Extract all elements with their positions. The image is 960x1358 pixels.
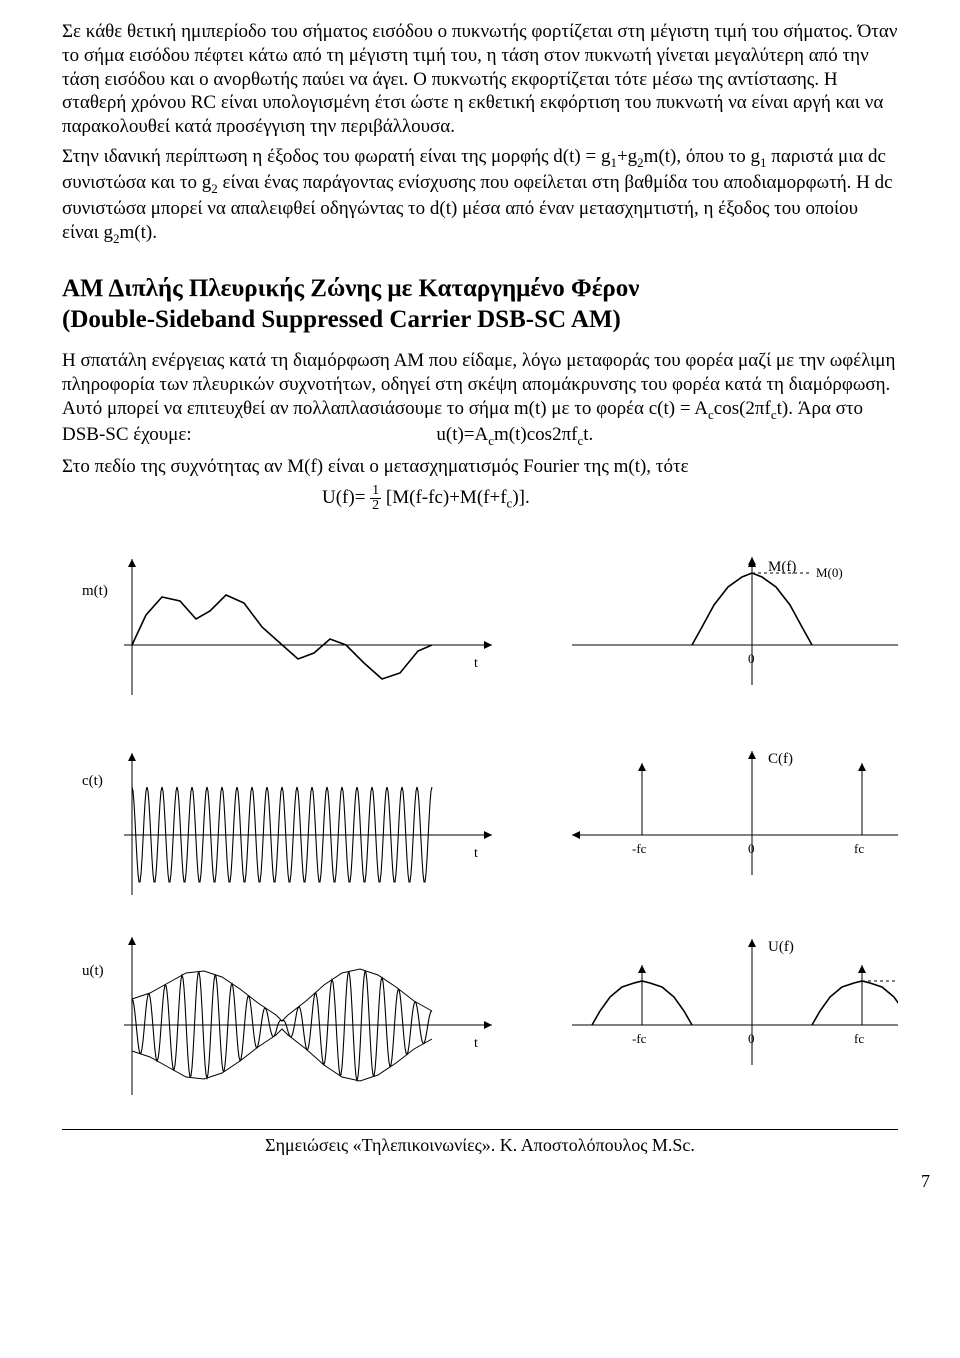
svg-text:fc: fc — [854, 1031, 864, 1046]
uteq-3: t. — [583, 424, 593, 445]
svg-text:u(t): u(t) — [82, 963, 104, 979]
svg-text:-fc: -fc — [632, 1031, 647, 1046]
svg-text:t: t — [474, 846, 478, 861]
frac-den: 2 — [370, 499, 381, 513]
frac-num: 1 — [370, 484, 381, 499]
p1b-text-1: Στην ιδανική περίπτωση η έξοδος του φωρα… — [62, 146, 610, 167]
uf-post: [M(f-fc)+M(f+f — [381, 487, 506, 508]
svg-text:U(f): U(f) — [768, 939, 794, 955]
paragraph-1b: Στην ιδανική περίπτωση η έξοδος του φωρα… — [62, 145, 898, 247]
fraction-half: 12 — [370, 484, 381, 513]
svg-text:M(0): M(0) — [816, 565, 843, 580]
svg-text:m(t): m(t) — [82, 583, 108, 599]
paragraph-1a: Σε κάθε θετική ημιπερίοδο του σήματος ει… — [62, 20, 898, 139]
figure-svg: m(t)tfM(f)M(0)0c(t)tfC(f)0-fcfcu(t)tfU(f… — [62, 535, 898, 1095]
svg-text:fc: fc — [854, 841, 864, 856]
p1b-text-3: m(t), όπου το g — [644, 146, 760, 167]
heading-line-1: ΑΜ Διπλής Πλευρικής Ζώνης με Καταργημένο… — [62, 275, 639, 302]
svg-text:t: t — [474, 1036, 478, 1051]
svg-text:-fc: -fc — [632, 841, 647, 856]
svg-text:0: 0 — [748, 841, 755, 856]
uteq-1: u(t)=A — [436, 424, 488, 445]
footer-rule — [62, 1129, 898, 1130]
p2-text-2: cos(2πf — [714, 398, 771, 419]
uteq-2: m(t)cos2πf — [494, 424, 577, 445]
paragraph-2: Η σπατάλη ενέργειας κατά τη διαμόρφωση Α… — [62, 349, 898, 449]
paragraph-3: Στο πεδίο της συχνότητας αν M(f) είναι ο… — [62, 455, 898, 479]
footer-text: Σημειώσεις «Τηλεπικοινωνίες». Κ. Αποστολ… — [62, 1134, 898, 1157]
uf-pre: U(f)= — [322, 487, 370, 508]
svg-text:t: t — [474, 656, 478, 671]
uf-post2: )]. — [512, 487, 529, 508]
figure-dsbsc: m(t)tfM(f)M(0)0c(t)tfC(f)0-fcfcu(t)tfU(f… — [62, 535, 898, 1095]
footer-block: Σημειώσεις «Τηλεπικοινωνίες». Κ. Αποστολ… — [62, 1129, 898, 1157]
heading-line-2: (Double-Sideband Suppressed Carrier DSB-… — [62, 306, 621, 333]
svg-text:C(f): C(f) — [768, 751, 793, 767]
uf-equation: U(f)= 12 [M(f-fc)+M(f+fc)]. — [62, 484, 898, 513]
page-number: 7 — [921, 1170, 930, 1193]
svg-text:0: 0 — [748, 651, 755, 666]
p1b-text-6: m(t). — [120, 222, 157, 243]
p1b-text-2: +g — [617, 146, 637, 167]
svg-text:0: 0 — [748, 1031, 755, 1046]
section-heading: ΑΜ Διπλής Πλευρικής Ζώνης με Καταργημένο… — [62, 273, 898, 336]
svg-text:c(t): c(t) — [82, 773, 103, 789]
ut-equation: u(t)=Acm(t)cos2πfct. — [196, 424, 593, 445]
